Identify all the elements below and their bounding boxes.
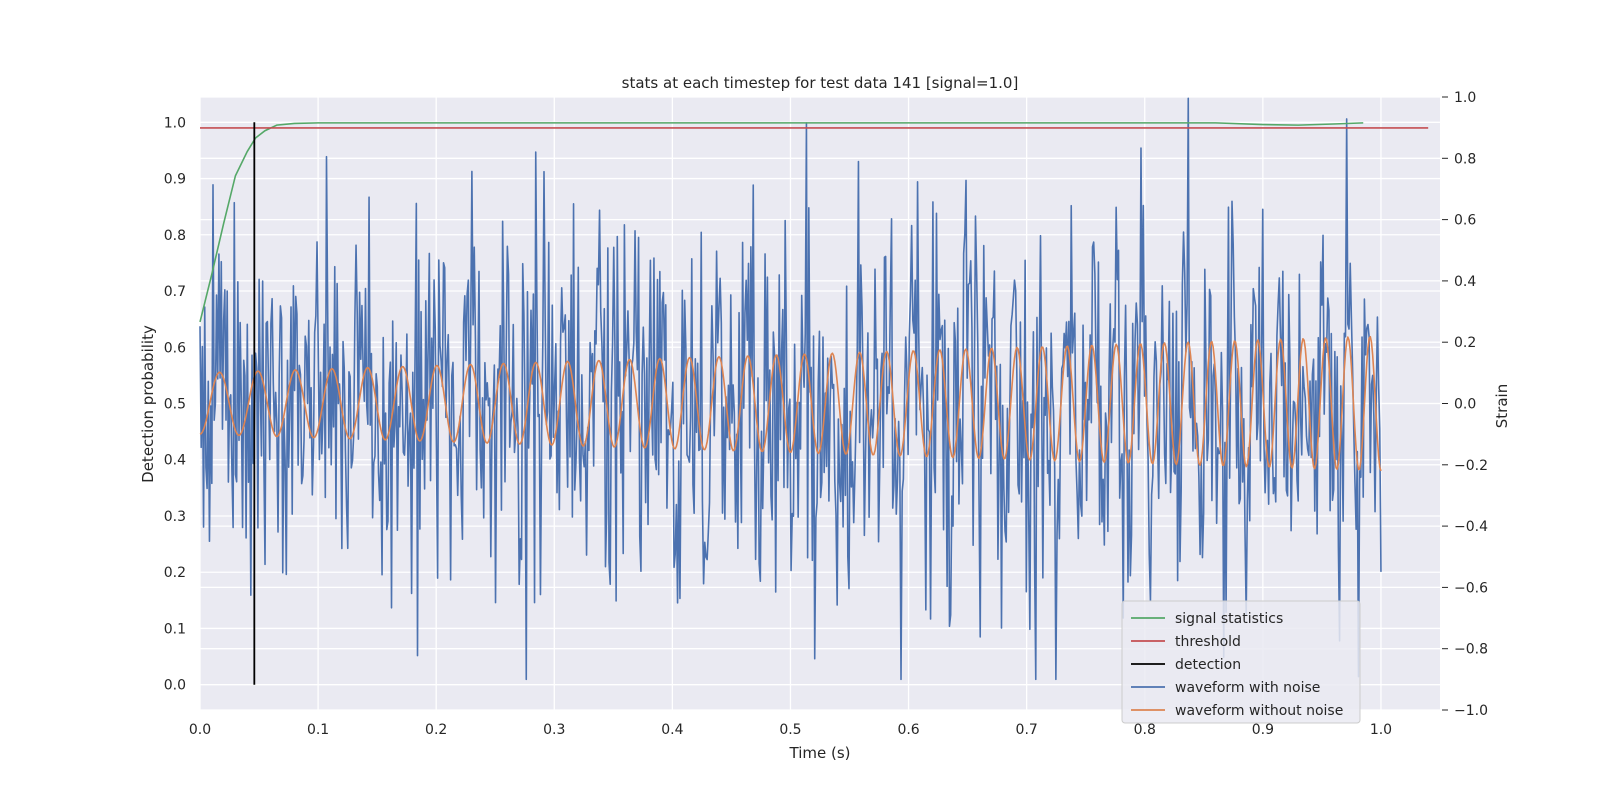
series-layer: [199, 97, 1429, 685]
y-tick-label: 0.2: [164, 565, 186, 581]
y2-tick-label: 0.4: [1454, 274, 1476, 290]
chart-title: stats at each timestep for test data 141…: [622, 74, 1019, 92]
y-axis-label: Detection probability: [139, 325, 157, 483]
y2-tick-label: −0.6: [1454, 580, 1488, 596]
legend: signal statistics threshold detection wavef…: [1121, 600, 1361, 724]
legend-label: waveform without noise: [1175, 703, 1343, 719]
y-tick-label: 1.0: [164, 115, 186, 131]
y2-tick-label: 1.0: [1454, 90, 1476, 106]
series-waveform-with-noise: [199, 97, 1382, 681]
x-tick-label: 0.7: [1016, 722, 1038, 738]
x-tick-label: 0.4: [661, 722, 683, 738]
y-tick-label: 0.4: [164, 453, 186, 469]
y-tick-label: 0.0: [164, 678, 186, 694]
series-signal-statistics: [199, 122, 1364, 323]
y2-tick-label: 0.2: [1454, 335, 1476, 351]
x-tick-label: 0.1: [307, 722, 329, 738]
x-axis-label: Time (s): [789, 744, 851, 762]
x-tick-label: 0.2: [425, 722, 447, 738]
x-tick-label: 0.9: [1252, 722, 1274, 738]
legend-label: threshold: [1175, 634, 1241, 650]
y-tick-label: 0.5: [164, 397, 186, 413]
x-tick-label: 1.0: [1370, 722, 1392, 738]
y2-tick-label: 0.6: [1454, 213, 1476, 229]
x-tick-label: 0.6: [897, 722, 919, 738]
x-tick-label: 0.5: [779, 722, 801, 738]
axes-layer: 0.0 0.1 0.2 0.3 0.4 0.5 0.6 0.7 0.8 0.9 1.0 0.0 0.1 0…: [164, 90, 1488, 738]
y2-tick-label: −0.8: [1454, 642, 1488, 658]
series-waveform-without-noise: [199, 335, 1382, 472]
y-tick-label: 0.9: [164, 172, 186, 188]
y2-tick-label: −0.4: [1454, 519, 1488, 535]
y2-tick-label: 0.8: [1454, 151, 1476, 167]
x-tick-label: 0.0: [189, 722, 211, 738]
y2-axis-label: Strain: [1493, 384, 1511, 428]
y-tick-label: 0.7: [164, 284, 186, 300]
y-tick-label: 0.3: [164, 509, 186, 525]
legend-label: waveform with noise: [1175, 680, 1320, 696]
y-tick-label: 0.8: [164, 228, 186, 244]
legend-label: signal statistics: [1175, 611, 1283, 627]
y-tick-label: 0.6: [164, 340, 186, 356]
y2-tick-label: −0.2: [1454, 458, 1488, 474]
y2-tick-label: −1.0: [1454, 703, 1488, 719]
legend-box: [1121, 600, 1361, 724]
x-tick-label: 0.3: [543, 722, 565, 738]
x-tick-label: 0.8: [1134, 722, 1156, 738]
legend-label: detection: [1175, 657, 1241, 673]
y2-tick-label: 0.0: [1454, 397, 1476, 413]
y-tick-label: 0.1: [164, 621, 186, 637]
